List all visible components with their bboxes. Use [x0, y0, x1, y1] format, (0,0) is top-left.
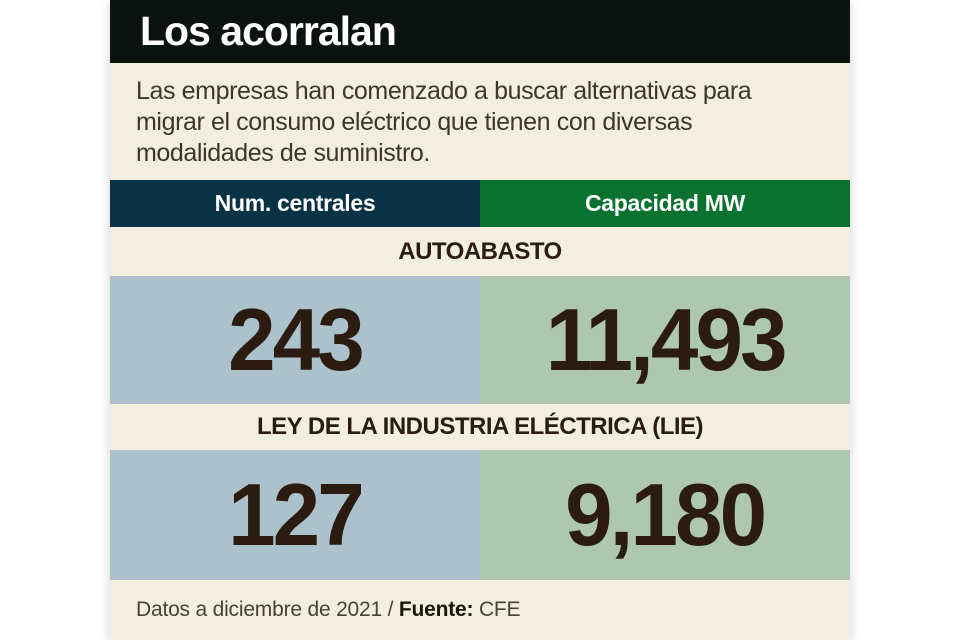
- value-cell-capacidad-mw: 11,493: [480, 276, 850, 404]
- value-capacidad-mw: 9,180: [565, 465, 767, 564]
- section-band-autoabasto: AUTOABASTO: [110, 227, 850, 276]
- infographic-card: Los acorralan Las empresas han comenzado…: [110, 0, 850, 640]
- value-cell-num-centrales: 127: [110, 450, 480, 580]
- title-bar: Los acorralan: [110, 0, 850, 63]
- value-num-centrales: 243: [228, 290, 365, 389]
- column-header-num-centrales: Num. centrales: [110, 180, 480, 227]
- value-num-centrales: 127: [228, 465, 365, 564]
- column-header-label: Num. centrales: [214, 190, 376, 216]
- section-label: LEY DE LA INDUSTRIA ELÉCTRICA (LIE): [256, 413, 704, 440]
- subtitle-line: migrar el consumo eléctrico que tienen c…: [136, 108, 693, 136]
- value-capacidad-mw: 11,493: [545, 290, 788, 389]
- column-header-capacidad-mw: Capacidad MW: [480, 180, 850, 227]
- value-cell-num-centrales: 243: [110, 276, 480, 404]
- value-cell-capacidad-mw: 9,180: [480, 450, 850, 580]
- subtitle: Las empresas han comenzado a buscar alte…: [110, 63, 850, 180]
- section-label: AUTOABASTO: [398, 237, 562, 265]
- subtitle-line: Las empresas han comenzado a buscar alte…: [136, 77, 752, 105]
- value-row-lie: 127 9,180: [110, 450, 850, 580]
- footer-source-label: Fuente:: [398, 598, 474, 621]
- footer-note: Datos a diciembre de 2021 /: [136, 598, 399, 621]
- footer-source-value: CFE: [473, 598, 521, 621]
- footer-source-line: Datos a diciembre de 2021 / Fuente: CFE: [110, 580, 850, 640]
- column-header-row: Num. centrales Capacidad MW: [110, 180, 850, 227]
- value-row-autoabasto: 243 11,493: [110, 276, 850, 404]
- page-title: Los acorralan: [140, 8, 397, 54]
- column-header-label: Capacidad MW: [585, 190, 745, 216]
- subtitle-line: modalidades de suministro.: [136, 139, 430, 167]
- section-band-lie: LEY DE LA INDUSTRIA ELÉCTRICA (LIE): [110, 404, 850, 450]
